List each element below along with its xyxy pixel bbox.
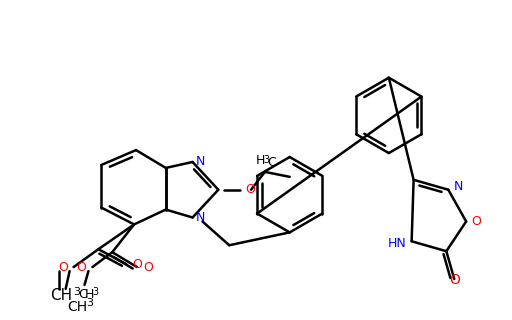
Text: O: O xyxy=(245,183,255,196)
Text: C: C xyxy=(78,288,87,301)
Text: CH: CH xyxy=(50,288,72,303)
Text: O: O xyxy=(143,260,153,274)
Text: O: O xyxy=(471,215,481,228)
Text: H: H xyxy=(85,288,94,301)
Text: 3: 3 xyxy=(263,155,269,165)
Text: O: O xyxy=(132,258,142,271)
Text: N: N xyxy=(196,156,205,169)
Text: N: N xyxy=(196,211,205,224)
Text: C: C xyxy=(267,156,276,170)
Text: 3: 3 xyxy=(87,298,94,308)
Text: O: O xyxy=(58,260,68,274)
Text: N: N xyxy=(453,180,463,193)
Text: 3: 3 xyxy=(92,287,98,297)
Text: O: O xyxy=(449,273,460,287)
Text: HN: HN xyxy=(388,237,407,250)
Text: H: H xyxy=(255,154,265,166)
Text: CH: CH xyxy=(68,300,88,314)
Text: O: O xyxy=(77,260,87,274)
Text: 3: 3 xyxy=(74,287,80,297)
